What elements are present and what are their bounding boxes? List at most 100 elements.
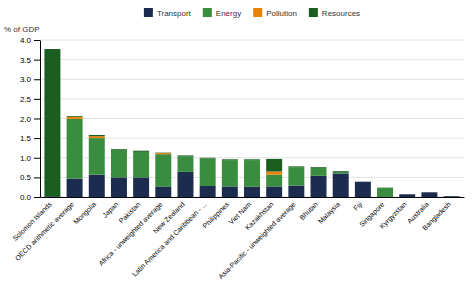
bar-segment <box>244 187 260 197</box>
legend-swatch <box>253 8 262 17</box>
grid-line <box>40 79 464 80</box>
x-tick-label: Philippines <box>201 200 231 230</box>
bar-segment <box>288 186 304 197</box>
bar-segment <box>155 186 171 197</box>
y-tick-label: 2.0 <box>20 115 32 124</box>
y-tick: 4.0 <box>20 36 40 45</box>
x-tick: Mongolia <box>72 200 98 226</box>
bar-segment <box>133 151 149 152</box>
bar-segment <box>421 192 437 193</box>
y-tick-mark <box>34 158 40 159</box>
y-axis: 0.00.51.01.52.02.53.03.54.0 <box>20 36 41 202</box>
x-tick-label: Mongolia <box>72 200 98 226</box>
x-axis-line <box>41 197 465 198</box>
legend-label: Resources <box>322 9 360 18</box>
x-tick-label: Fiji <box>352 200 364 212</box>
bar-segment <box>333 171 349 172</box>
x-tick-label: Bhutan <box>298 200 319 221</box>
x-tick: Latin America and Caribbean - ... <box>131 200 208 277</box>
bar-segment <box>111 177 127 197</box>
x-tick-label: Japan <box>101 200 120 219</box>
bar-segment <box>111 149 127 151</box>
bar-segment <box>377 187 393 188</box>
legend-label: Energy <box>216 9 241 18</box>
bars <box>44 49 459 197</box>
bar-segment <box>266 159 282 172</box>
bar-segment <box>200 158 216 159</box>
bar-segment <box>311 167 327 169</box>
bar-segment <box>222 160 238 161</box>
x-tick-label: Latin America and Caribbean - ... <box>131 200 208 277</box>
bar-segment <box>377 188 393 197</box>
bar-segment <box>133 151 149 152</box>
y-tick: 0.5 <box>20 173 40 182</box>
bar-segment <box>67 117 83 119</box>
bar-segment <box>355 181 371 182</box>
bar-segment <box>200 159 216 186</box>
bar-segment <box>200 186 216 197</box>
bar-segment <box>355 181 371 182</box>
x-tick-label: Solomon Islands <box>11 200 53 242</box>
bar-segment <box>421 192 437 193</box>
grid-line <box>40 40 464 41</box>
legend-item: Resources <box>309 8 360 18</box>
x-tick: Kyrgyzstan <box>378 200 408 230</box>
x-tick: Philippines <box>201 200 231 230</box>
y-tick-label: 1.0 <box>20 154 32 163</box>
y-tick: 1.5 <box>20 134 40 143</box>
x-tick: Solomon Islands <box>11 200 53 242</box>
y-tick-mark <box>34 79 40 80</box>
grid <box>40 40 464 197</box>
bar-segment <box>333 172 349 174</box>
chart-svg: 0.00.51.01.52.02.53.03.54.0Solomon Islan… <box>0 0 474 288</box>
bar-segment <box>311 167 327 168</box>
bar-segment <box>333 173 349 197</box>
bar-segment <box>111 150 127 177</box>
chart-container: 0.00.51.01.52.02.53.03.54.0Solomon Islan… <box>0 0 474 288</box>
bar-segment <box>222 159 238 161</box>
y-tick-label: 3.5 <box>20 56 32 65</box>
bar-segment <box>89 138 105 175</box>
bar-segment <box>44 49 60 196</box>
y-tick-mark <box>34 119 40 120</box>
y-tick-mark <box>34 177 40 178</box>
legend-swatch <box>144 8 153 17</box>
bar-segment <box>399 194 415 195</box>
y-tick-mark <box>34 197 40 198</box>
x-tick: Fiji <box>352 200 364 212</box>
y-tick-label: 4.0 <box>20 36 32 45</box>
bar-segment <box>111 149 127 150</box>
legend-swatch <box>203 8 212 17</box>
bar-segment <box>288 166 304 168</box>
bar-segment <box>133 177 149 197</box>
bar-segment <box>177 172 193 197</box>
x-tick: Malaysia <box>317 200 342 225</box>
bar-segment <box>266 186 282 197</box>
y-axis-title: % of GDP <box>4 25 40 34</box>
bar-segment <box>177 156 193 157</box>
y-tick: 3.0 <box>20 75 40 84</box>
legend-swatch <box>309 8 318 17</box>
bar-segment <box>399 194 415 195</box>
y-axis-line <box>40 41 41 198</box>
bar-segment <box>155 153 171 154</box>
x-tick-label: Kyrgyzstan <box>378 200 408 230</box>
y-tick-label: 3.0 <box>20 75 32 84</box>
y-tick-mark <box>34 40 40 41</box>
y-tick: 2.5 <box>20 95 40 104</box>
bar-segment <box>311 176 327 197</box>
y-tick: 1.0 <box>20 154 40 163</box>
bar-segment <box>133 152 149 178</box>
x-tick-label: Bangladesh <box>421 200 453 232</box>
bar-segment <box>67 119 83 179</box>
x-tick-label: Malaysia <box>317 200 342 225</box>
series-1 <box>67 119 393 197</box>
series-3 <box>44 49 348 196</box>
bar-segment <box>333 171 349 173</box>
bar-segment <box>355 181 371 182</box>
bar-segment <box>244 159 260 161</box>
y-tick-mark <box>34 99 40 100</box>
bar-segment <box>67 179 83 197</box>
legend: TransportEnergyPollutionResources <box>144 8 360 18</box>
legend-item: Transport <box>144 8 192 18</box>
